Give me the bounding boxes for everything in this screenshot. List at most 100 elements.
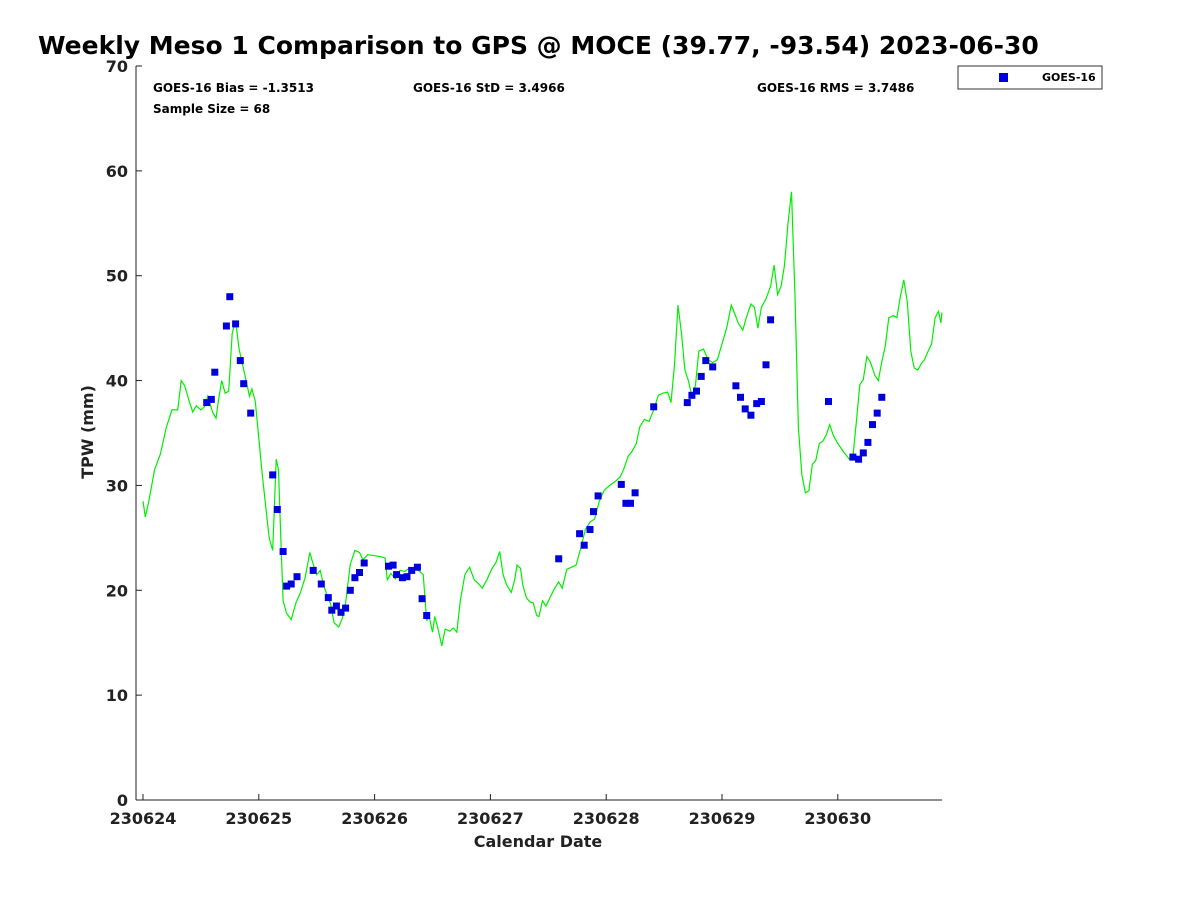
data-point-goes16 <box>688 391 696 399</box>
data-point-goes16 <box>283 582 291 590</box>
data-point-goes16 <box>683 399 691 407</box>
legend-marker-goes16 <box>999 73 1008 82</box>
data-point-goes16 <box>240 380 248 388</box>
data-point-goes16 <box>413 563 421 571</box>
data-point-goes16 <box>293 573 301 581</box>
y-tick-label: 70 <box>106 57 128 76</box>
data-point-goes16 <box>356 569 363 576</box>
data-point-goes16 <box>309 566 317 574</box>
data-point-goes16 <box>693 387 700 395</box>
data-point-goes16 <box>403 573 411 581</box>
data-point-goes16 <box>650 403 658 411</box>
x-tick-label: 230626 <box>341 809 408 828</box>
data-point-goes16 <box>627 499 634 507</box>
stat-bias: GOES-16 Bias = -1.3513 <box>153 81 314 95</box>
x-tick-label: 230629 <box>689 809 756 828</box>
data-point-goes16 <box>753 400 761 408</box>
series-layer <box>142 191 943 647</box>
x-axis-ticks: 230624 230625 230626 230627 230628 230629 2306… <box>110 794 871 828</box>
data-point-goes16 <box>767 316 775 324</box>
data-point-goes16 <box>869 421 876 429</box>
legend: GOES-16 <box>957 65 1103 90</box>
x-tick-label: 230630 <box>804 809 871 828</box>
data-point-goes16 <box>622 499 630 507</box>
stat-sample-size: Sample Size = 68 <box>153 102 270 116</box>
data-point-goes16 <box>360 559 368 567</box>
data-point-goes16 <box>878 393 886 401</box>
data-point-goes16 <box>555 555 563 563</box>
x-tick-label: 230628 <box>573 809 640 828</box>
data-point-goes16 <box>226 293 234 301</box>
y-tick-label: 30 <box>106 476 128 495</box>
data-point-goes16 <box>864 438 872 446</box>
data-point-goes16 <box>385 562 392 570</box>
legend-label-goes16: GOES-16 <box>1042 71 1096 84</box>
data-point-goes16 <box>586 526 594 533</box>
y-tick-label: 20 <box>106 581 128 600</box>
data-point-goes16 <box>757 398 765 405</box>
y-axis-label: TPW (mm) <box>78 385 97 479</box>
y-tick-label: 40 <box>106 372 128 391</box>
data-point-goes16 <box>825 398 832 405</box>
data-point-goes16 <box>211 368 219 376</box>
stat-rms: GOES-16 RMS = 3.7486 <box>757 81 914 95</box>
data-point-goes16 <box>408 566 416 574</box>
data-point-goes16 <box>617 480 625 488</box>
data-point-goes16 <box>732 382 740 390</box>
data-point-goes16 <box>247 409 255 417</box>
data-point-goes16 <box>747 411 755 419</box>
data-point-goes16 <box>346 586 354 594</box>
series-line-gps <box>142 191 943 647</box>
x-axis-label: Calendar Date <box>474 832 603 851</box>
data-point-goes16 <box>631 489 639 497</box>
data-point-goes16 <box>762 361 770 369</box>
data-point-goes16 <box>232 320 240 328</box>
data-point-goes16 <box>279 548 287 555</box>
data-point-goes16 <box>859 449 867 457</box>
data-point-goes16 <box>222 322 230 330</box>
data-point-goes16 <box>269 471 277 479</box>
data-point-goes16 <box>273 506 281 513</box>
data-point-goes16 <box>702 357 710 365</box>
data-point-goes16 <box>398 574 406 582</box>
data-point-goes16 <box>324 594 332 602</box>
data-point-goes16 <box>203 399 211 407</box>
stat-std: GOES-16 StD = 3.4966 <box>413 81 565 95</box>
data-point-goes16 <box>737 393 744 401</box>
data-point-goes16 <box>590 508 597 516</box>
data-point-goes16 <box>873 409 881 417</box>
data-point-goes16 <box>423 612 431 619</box>
data-point-goes16 <box>849 453 857 461</box>
data-point-goes16 <box>855 455 863 463</box>
x-tick-label: 230627 <box>457 809 524 828</box>
data-point-goes16 <box>342 604 350 612</box>
data-point-goes16 <box>332 602 340 610</box>
data-point-goes16 <box>594 492 602 500</box>
data-point-goes16 <box>317 580 325 588</box>
y-axis-ticks: 0 10 20 30 40 50 60 70 <box>106 57 142 810</box>
data-point-goes16 <box>351 574 359 582</box>
stats-block: GOES-16 Bias = -1.3513 Sample Size = 68 … <box>153 81 914 116</box>
x-tick-label: 230624 <box>110 809 177 828</box>
data-point-goes16 <box>337 608 345 616</box>
y-tick-label: 50 <box>106 267 128 286</box>
y-tick-label: 60 <box>106 162 128 181</box>
y-tick-label: 10 <box>106 686 128 705</box>
y-tick-label: 0 <box>117 791 128 810</box>
data-point-goes16 <box>697 372 705 380</box>
x-tick-label: 230625 <box>225 809 292 828</box>
data-point-goes16 <box>580 541 588 549</box>
data-point-goes16 <box>741 405 749 413</box>
data-point-goes16 <box>287 580 295 588</box>
data-point-goes16 <box>328 606 336 614</box>
data-point-goes16 <box>393 571 401 579</box>
data-point-goes16 <box>709 363 717 371</box>
plot-area: 0 10 20 30 40 50 60 70 230624 230625 230626 230627… <box>106 57 943 828</box>
data-point-goes16 <box>576 530 584 538</box>
data-point-goes16 <box>418 595 426 603</box>
legend-box <box>957 65 1103 90</box>
chart-title: Weekly Meso 1 Comparison to GPS @ MOCE (… <box>38 31 1039 60</box>
data-point-goes16 <box>236 357 244 365</box>
